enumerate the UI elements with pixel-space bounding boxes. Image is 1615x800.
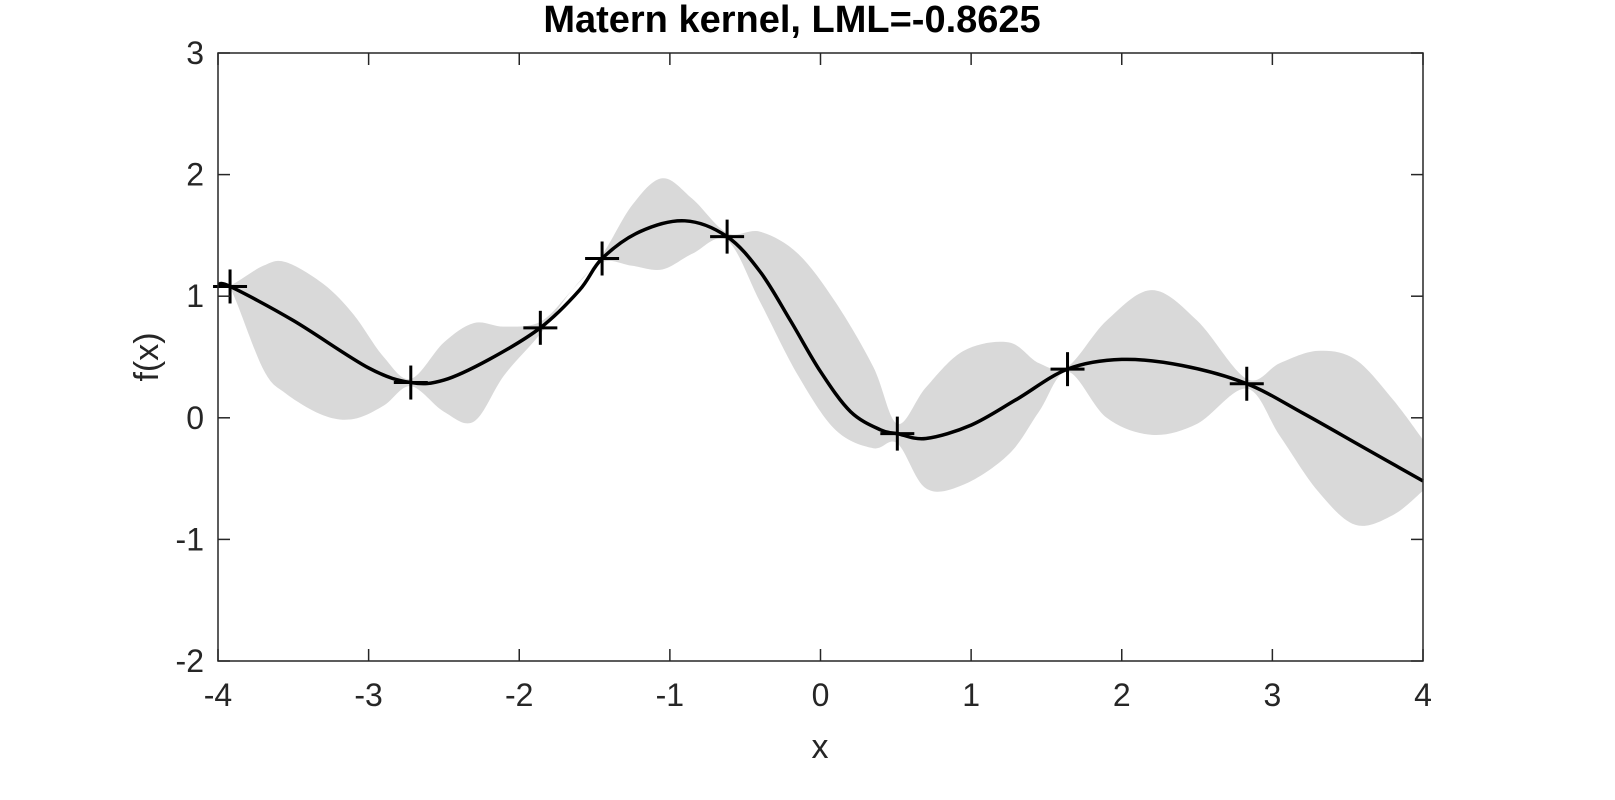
chart-title: Matern kernel, LML=-0.8625 <box>543 0 1040 41</box>
y-axis-label: f(x) <box>128 332 166 381</box>
x-tick-label: -4 <box>204 677 232 713</box>
observation-marker <box>585 241 620 276</box>
y-tick-label: 2 <box>186 157 204 193</box>
y-tick-label: 1 <box>186 278 204 314</box>
x-ticks-layer: -4 -3 -2 -1 0 1 2 3 4 <box>204 53 1432 713</box>
observation-marker <box>393 365 428 400</box>
x-tick-label: 1 <box>962 677 980 713</box>
observation-marker <box>710 219 745 254</box>
observation-marker <box>1050 352 1085 387</box>
x-tick-label: 4 <box>1414 677 1432 713</box>
x-tick-label: -1 <box>656 677 684 713</box>
y-tick-label: 3 <box>186 35 204 71</box>
confidence-band <box>218 178 1423 526</box>
x-axis-label: x <box>812 728 829 766</box>
y-tick-label: -1 <box>176 521 204 557</box>
y-tick-label: -2 <box>176 643 204 679</box>
observation-marker <box>1229 366 1264 401</box>
x-tick-label: -3 <box>354 677 382 713</box>
x-tick-label: 0 <box>812 677 830 713</box>
x-tick-label: -2 <box>505 677 533 713</box>
y-tick-label: 0 <box>186 400 204 436</box>
observation-markers-layer <box>213 219 1264 451</box>
observation-marker <box>523 310 558 345</box>
confidence-band-layer <box>218 178 1423 526</box>
y-ticks-layer: -2 -1 0 1 2 3 <box>176 35 1423 679</box>
x-tick-label: 2 <box>1113 677 1131 713</box>
observation-marker <box>880 416 915 451</box>
x-tick-label: 3 <box>1263 677 1281 713</box>
